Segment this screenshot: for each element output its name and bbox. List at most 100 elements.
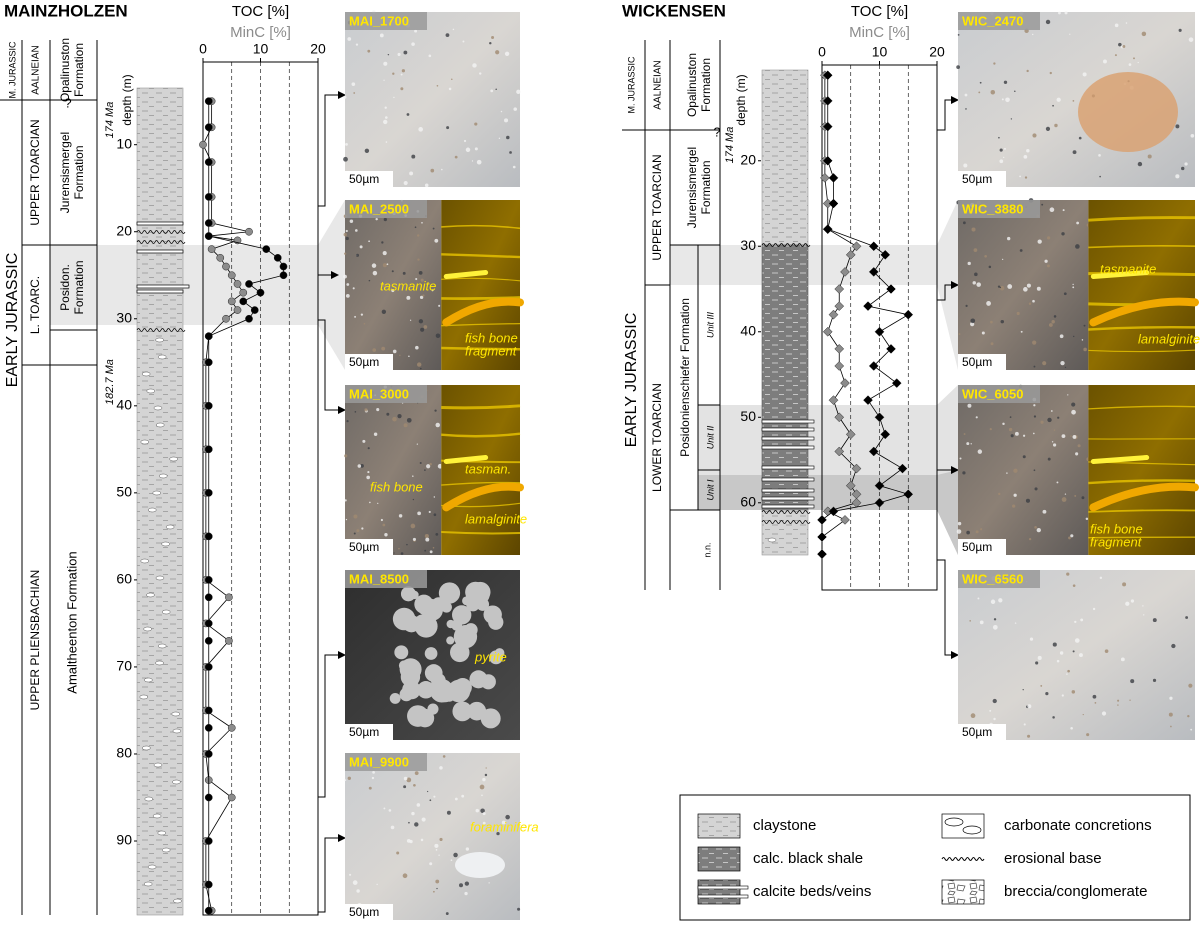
mineral-grain — [958, 333, 961, 336]
lithology-concretion — [152, 813, 162, 819]
mineral-grain — [355, 43, 359, 46]
mineral-grain — [406, 113, 410, 116]
mineral-grain — [1014, 431, 1019, 436]
pyrite-grain — [462, 596, 472, 606]
mineral-grain — [412, 498, 415, 501]
mineral-grain — [1052, 642, 1057, 647]
strat-label: AALNEIAN — [653, 60, 664, 109]
micrograph: WIC_6050 50µm — [956, 384, 1199, 555]
data-point — [262, 245, 271, 253]
annotation-line: fish bone — [1090, 522, 1143, 537]
mineral-grain — [383, 807, 386, 810]
mineral-grain — [419, 367, 422, 370]
mineral-grain — [1042, 509, 1047, 514]
mineral-grain — [414, 29, 418, 33]
mineral-grain — [345, 293, 350, 298]
mineral-grain — [1029, 637, 1034, 641]
data-point — [204, 750, 213, 758]
mineral-grain — [428, 510, 431, 514]
pyrite-grain — [453, 625, 478, 649]
mineral-grain — [343, 156, 348, 162]
mineral-grain — [1170, 725, 1172, 728]
fluorescent-streak — [1088, 325, 1196, 331]
depth-tick-label: 10 — [116, 135, 132, 151]
mineral-grain — [1137, 61, 1139, 64]
data-point — [828, 395, 839, 406]
strat-label: Unit II — [705, 425, 715, 449]
fluorescent-streak — [441, 432, 521, 438]
mineral-grain — [411, 811, 415, 816]
lithology-concretion — [153, 405, 163, 411]
data-point — [851, 463, 862, 474]
mineral-grain — [372, 270, 378, 276]
data-point — [199, 140, 207, 149]
mineral-grain — [433, 795, 436, 798]
mineral-grain — [410, 523, 416, 529]
mineral-grain — [403, 50, 408, 55]
depth-tick-label: 20 — [740, 151, 756, 167]
annotation: tasmanite — [380, 278, 436, 293]
mineral-grain — [998, 136, 1000, 139]
mineral-grain — [372, 348, 377, 352]
mineral-grain — [988, 265, 992, 269]
data-point — [868, 267, 879, 277]
data-point — [207, 245, 216, 253]
mineral-grain — [1083, 324, 1086, 327]
mineral-grain — [1075, 244, 1080, 249]
strat-label-line: Jurensismergel — [685, 147, 699, 228]
mineral-grain — [963, 163, 968, 168]
strat-label: Amaltheenton Formation — [64, 551, 79, 693]
lithology-claystone — [761, 509, 809, 556]
pyrite-grain — [424, 647, 438, 660]
fluorescent-streak — [441, 346, 521, 351]
mineral-grain — [424, 549, 427, 552]
mineral-grain — [391, 288, 395, 293]
mineral-grain — [1117, 699, 1120, 702]
mineral-grain — [392, 416, 397, 422]
mineral-grain — [1010, 434, 1014, 438]
data-point — [822, 96, 833, 106]
mineral-grain — [397, 52, 401, 57]
data-point — [840, 378, 850, 388]
mineral-grain — [1071, 402, 1076, 407]
mineral-grain — [495, 50, 500, 55]
mineral-grain — [454, 155, 458, 159]
strat-label: M. JURASSIC — [7, 41, 17, 99]
mineral-grain — [496, 831, 500, 836]
mineral-grain — [1019, 175, 1021, 178]
mineral-grain — [489, 41, 492, 45]
x-tick-label: 0 — [199, 41, 207, 57]
series-axis-title: TOC [%] — [232, 3, 289, 20]
mineral-grain — [967, 403, 972, 408]
mineral-grain — [364, 408, 368, 412]
mineral-grain — [962, 221, 966, 225]
scale-bar-bg — [345, 904, 393, 920]
pyrite-grain — [414, 614, 438, 638]
strat-label: L. TOARC. — [28, 276, 42, 334]
mineral-grain — [406, 543, 408, 546]
mineral-grain — [1013, 493, 1017, 497]
mineral-grain — [957, 33, 960, 36]
mineral-grain — [424, 469, 426, 471]
mineral-grain — [364, 148, 370, 154]
mineral-grain — [345, 236, 349, 241]
data-point — [845, 429, 856, 440]
mineral-grain — [516, 89, 521, 95]
mineral-grain — [484, 773, 488, 777]
data-point — [822, 326, 833, 337]
mineral-grain — [376, 883, 378, 886]
mineral-grain — [414, 771, 419, 776]
strat-label: UPPER PLIENSBACHIAN — [28, 570, 42, 711]
mineral-grain — [371, 776, 375, 780]
data-point — [233, 306, 242, 314]
mineral-grain — [475, 808, 480, 813]
mineral-grain — [1185, 616, 1189, 619]
mineral-grain — [1042, 361, 1047, 366]
mineral-grain — [1074, 638, 1080, 643]
tasmanite-streak — [443, 455, 489, 464]
pyrite-grain — [469, 670, 488, 689]
mineral-grain — [429, 862, 433, 866]
scale-bar-bg — [345, 354, 393, 370]
data-point — [874, 326, 885, 337]
mineral-grain — [999, 148, 1003, 152]
